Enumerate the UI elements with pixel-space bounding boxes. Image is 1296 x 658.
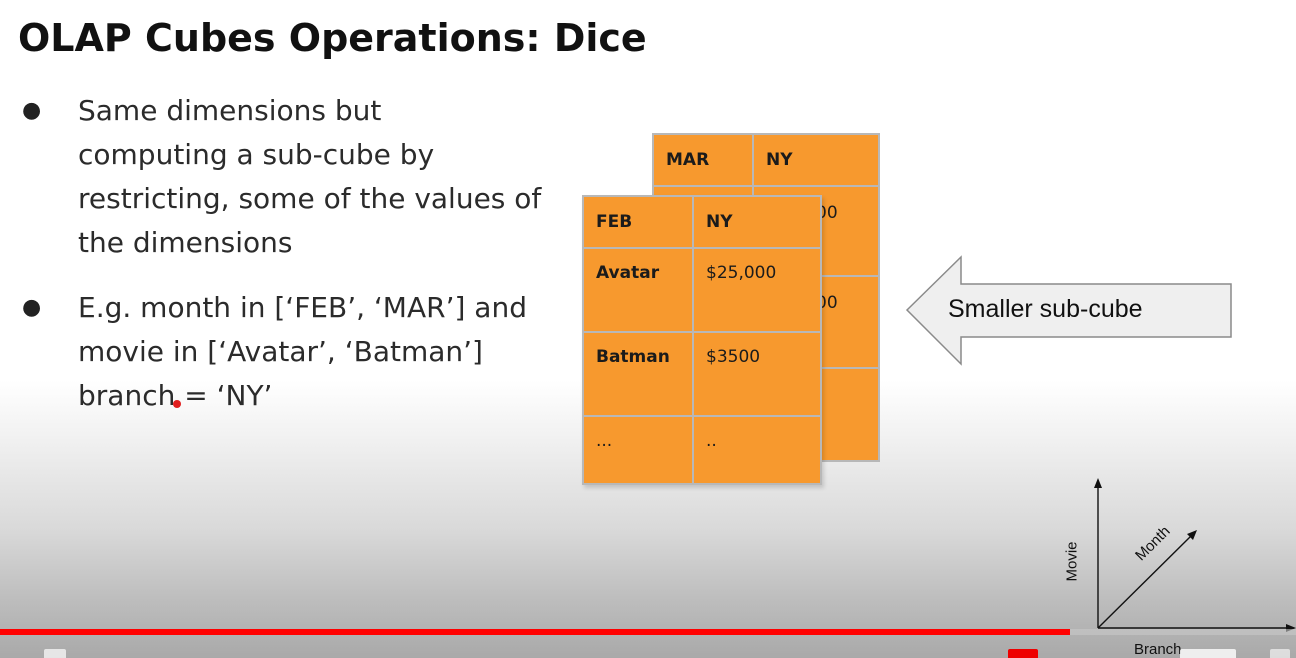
table-header-cell: MAR (652, 133, 754, 187)
bullet-text: Same dimensions but computing a sub-cube… (78, 94, 542, 259)
fullscreen-icon[interactable] (1270, 649, 1290, 658)
settings-icon[interactable] (1180, 649, 1236, 658)
table-cell: ... (582, 415, 694, 485)
subtitles-icon[interactable] (1008, 649, 1038, 658)
video-progress-bar[interactable] (0, 629, 1296, 635)
table-header-cell: NY (752, 133, 880, 187)
table-row-header: Batman (582, 331, 694, 417)
video-progress-fill (0, 629, 1071, 635)
bullet-item: ● Same dimensions but computing a sub-cu… (22, 89, 582, 265)
bullet-dot-icon: ● (22, 98, 42, 123)
slide-title: OLAP Cubes Operations: Dice (18, 16, 647, 60)
table-header-cell: FEB (582, 195, 694, 249)
axis-label-movie: Movie (1063, 541, 1081, 582)
bullet-item: ● E.g. month in [‘FEB’, ‘MAR’] and movie… (22, 286, 582, 418)
table-header-cell: NY (692, 195, 822, 249)
laser-pointer-icon (173, 400, 181, 408)
player-controls (0, 635, 1296, 658)
callout-label: Smaller sub-cube (948, 295, 1143, 323)
axis-label-branch: Branch (1134, 641, 1182, 658)
play-icon[interactable] (44, 649, 66, 658)
bullet-text: E.g. month in [‘FEB’, ‘MAR’] and movie i… (78, 291, 527, 412)
table-cell: $3500 (692, 331, 822, 417)
table-cell: .. (692, 415, 822, 485)
table-cell: $25,000 (692, 247, 822, 333)
table-row-header: Avatar (582, 247, 694, 333)
axis-label-month: Month (1132, 522, 1174, 565)
bullet-dot-icon: ● (22, 295, 42, 320)
cube-table-feb: FEB NY Avatar $25,000 Batman $3500 ... .… (582, 195, 822, 485)
